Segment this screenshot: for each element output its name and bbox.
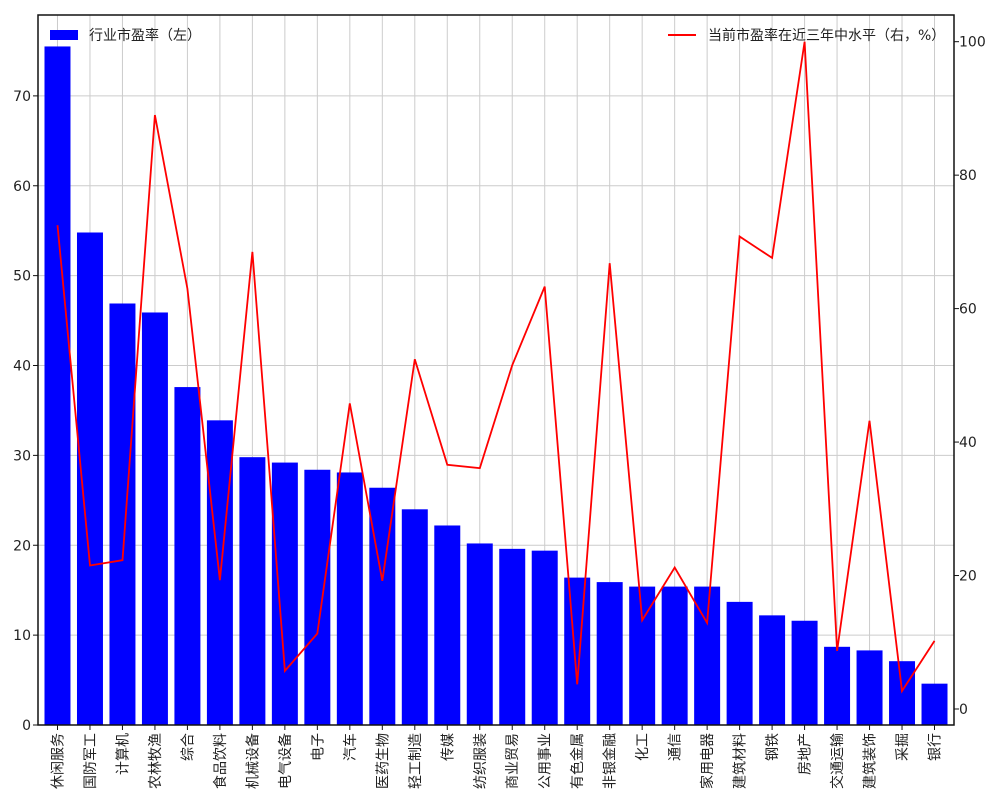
category-label: 医药生物 (375, 733, 391, 789)
category-label: 食品饮料 (212, 733, 229, 789)
right-tick-label: 100 (959, 35, 986, 51)
category-label: 传媒 (440, 733, 456, 761)
category-label: 公用事业 (538, 733, 554, 789)
right-tick-label: 20 (959, 569, 977, 585)
left-tick-label: 40 (13, 359, 31, 375)
category-label: 银行 (928, 733, 944, 761)
category-label: 计算机 (115, 733, 131, 775)
category-label: 综合 (180, 733, 196, 761)
bar-银行 (921, 683, 948, 725)
category-label: 农林牧渔 (148, 733, 164, 789)
left-tick-label: 70 (13, 89, 31, 105)
bar-传媒 (434, 525, 461, 725)
category-label: 通信 (668, 733, 684, 761)
bar-轻工制造 (401, 509, 428, 725)
category-label: 纺织服装 (473, 733, 489, 789)
bar-电气设备 (271, 462, 298, 725)
legend-bar-swatch (50, 30, 78, 40)
bar-通信 (661, 586, 688, 725)
category-label: 有色金属 (569, 733, 586, 789)
bar-建筑装饰 (856, 650, 883, 725)
bar-series (44, 46, 948, 726)
bar-房地产 (791, 620, 818, 725)
right-tick-label: 0 (959, 702, 968, 718)
right-y-axis: 0 20 40 60 80 100 (954, 35, 986, 718)
bar-非银金融 (596, 582, 623, 725)
legend-bar-entry: 行业市盈率（左） (50, 27, 201, 44)
category-label: 建筑装饰 (863, 733, 879, 789)
right-tick-label: 80 (959, 168, 977, 184)
bar-建筑材料 (726, 601, 753, 725)
category-label: 化工 (635, 733, 651, 761)
bar-计算机 (109, 303, 136, 725)
category-label: 汽车 (342, 733, 359, 761)
bar-综合 (174, 387, 201, 725)
bar-钢铁 (759, 615, 786, 725)
left-tick-label: 50 (13, 269, 31, 285)
legend-line-label: 当前市盈率在近三年中水平（右，%） (708, 27, 945, 44)
category-label: 商业贸易 (505, 733, 521, 789)
legend-line-entry: 当前市盈率在近三年中水平（右，%） (668, 27, 945, 44)
category-label: 休闲服务 (50, 733, 66, 789)
category-label: 轻工制造 (408, 733, 424, 789)
plot-frame (37, 14, 955, 726)
category-label: 房地产 (798, 733, 814, 775)
category-label: 国防军工 (83, 733, 99, 789)
right-tick-label: 60 (959, 302, 977, 318)
legend-bar-label: 行业市盈率（左） (89, 27, 201, 44)
left-tick-label: 20 (13, 538, 31, 554)
line-series (56, 41, 936, 694)
bar-机械设备 (239, 457, 266, 725)
category-label: 钢铁 (765, 733, 781, 761)
bar-交通运输 (824, 646, 851, 725)
category-label: 建筑材料 (733, 733, 749, 789)
bar-休闲服务 (44, 46, 71, 726)
left-tick-label: 60 (13, 179, 31, 195)
category-label: 非银金融 (603, 733, 619, 789)
bar-有色金属 (564, 577, 591, 725)
category-label: 采掘 (895, 733, 911, 761)
bar-公用事业 (531, 550, 558, 725)
bar-电子 (304, 469, 331, 725)
category-label: 电子 (310, 733, 326, 761)
bar-汽车 (336, 472, 363, 725)
category-label: 电气设备 (277, 733, 294, 789)
category-label: 机械设备 (244, 733, 261, 789)
bar-农林牧渔 (141, 312, 168, 725)
bar-商业贸易 (499, 548, 526, 725)
left-tick-label: 0 (22, 718, 31, 734)
bar-采掘 (889, 661, 916, 725)
left-tick-label: 30 (13, 448, 31, 464)
right-tick-label: 40 (959, 435, 977, 451)
left-y-axis: 0 10 20 30 40 50 60 70 (13, 89, 38, 734)
bar-纺织服装 (466, 543, 493, 725)
bar-化工 (629, 586, 656, 725)
category-label: 家用电器 (699, 733, 716, 789)
x-axis: 休闲服务 国防军工 计算机 农林牧渔 综合 食品饮料 机械设备 电气设备 电子 汽车 医药生物 轻工制… (50, 725, 944, 789)
left-tick-label: 10 (13, 628, 31, 644)
category-label: 交通运输 (829, 733, 846, 789)
